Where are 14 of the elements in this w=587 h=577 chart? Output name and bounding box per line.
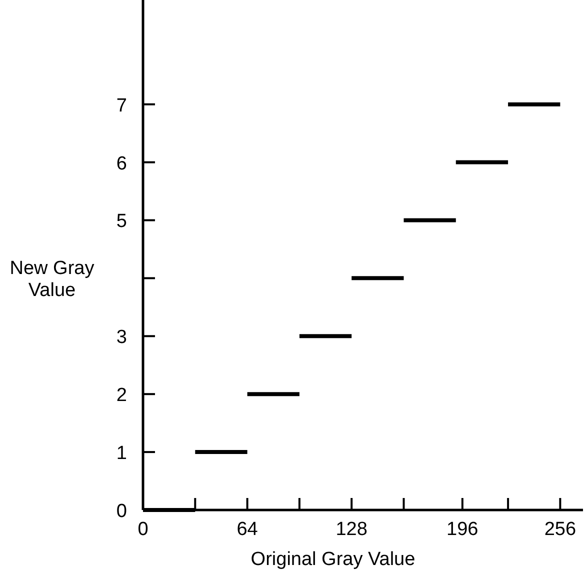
x-axis-title: Original Gray Value (250, 549, 416, 570)
y-tick-label: 1 (116, 443, 127, 464)
y-tick-label: 7 (116, 95, 127, 116)
y-tick-label: 5 (116, 211, 127, 232)
x-tick-label: 196 (446, 519, 478, 540)
y-tick-label: 3 (116, 327, 127, 348)
x-tick-label: 256 (544, 519, 576, 540)
y-axis-title: New Gray Value (10, 258, 95, 302)
y-tick-label: 2 (116, 385, 127, 406)
x-tick-label: 0 (138, 519, 148, 540)
y-tick-label: 0 (116, 501, 127, 522)
x-tick-label: 64 (236, 519, 258, 540)
y-tick-label: 6 (116, 153, 127, 174)
x-tick-label: 128 (336, 519, 368, 540)
